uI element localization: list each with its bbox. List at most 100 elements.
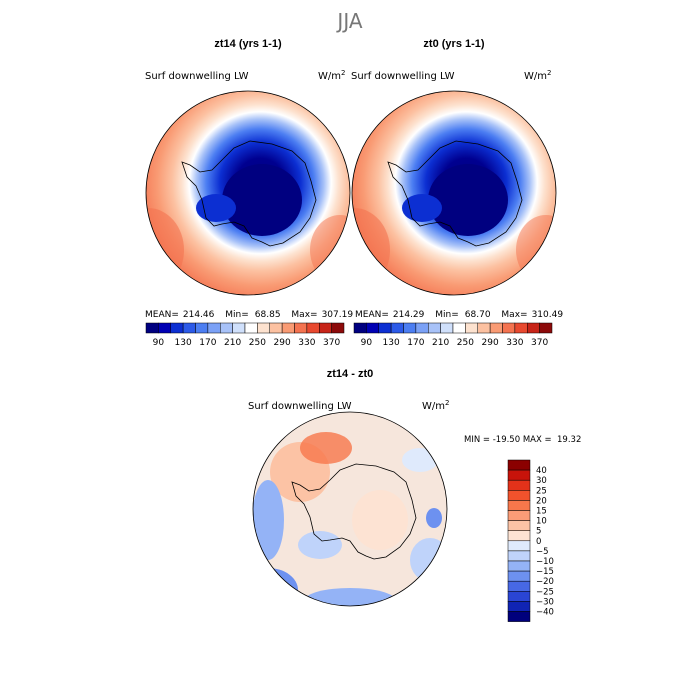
- panel-right-colorbar-swatch: [465, 322, 478, 334]
- panel-right-colorbar-swatch: [477, 322, 491, 334]
- diff-stats: MIN = -19.50 MAX = 19.32: [464, 435, 581, 445]
- diff-colorbar-tick: −30: [536, 597, 554, 607]
- panel-left-colorbar-swatch: [319, 322, 332, 334]
- diff-colorbar-tick: 20: [536, 496, 547, 506]
- panel-left-colorbar-swatch: [195, 322, 209, 334]
- panel-left-coastline: [181, 140, 317, 247]
- panel-right-colorbar-tick: 290: [482, 338, 499, 348]
- panel-right-colorbar-swatch: [378, 322, 392, 334]
- panel-left-colorbar-swatch: [269, 322, 283, 334]
- panel-right-colorbar-tick: 170: [407, 338, 424, 348]
- panel-left-map: [146, 91, 350, 295]
- diff-colorbar-swatch: [507, 500, 531, 511]
- diff-colorbar-tick: −10: [536, 557, 554, 567]
- diff-colorbar-tick: 5: [536, 527, 541, 537]
- panel-left-colorbar-tick: 170: [199, 338, 216, 348]
- diff-colorbar-tick: 0: [536, 537, 541, 547]
- panel-right-colorbar-swatch: [514, 322, 528, 334]
- panel-left-colorbar: 90 130 170 210 250 290 330 370: [145, 322, 345, 348]
- panel-left-colorbar-swatch: [257, 322, 270, 334]
- diff-title: zt14 - zt0: [327, 368, 373, 380]
- diff-colorbar-tick: 15: [536, 507, 547, 517]
- panel-right-variable: Surf downwelling LW: [351, 71, 455, 82]
- panel-right: zt0 (yrs 1-1) Surf downwelling LW W/m2 M…: [351, 38, 563, 348]
- panel-left-colorbar-swatch: [331, 322, 345, 334]
- diff-colorbar-tick: 25: [536, 486, 547, 496]
- panel-left-colorbar-swatch: [281, 322, 295, 334]
- diff-colorbar-swatch: [507, 459, 531, 471]
- diff-colorbar-swatch: [507, 601, 531, 612]
- panel-left-globe-outline: [145, 90, 351, 296]
- diff-map: [253, 412, 447, 606]
- diff-units: W/m2: [422, 399, 449, 412]
- panel-right-colorbar-tick: 370: [531, 338, 548, 348]
- panel-right-globe-outline: [351, 90, 557, 296]
- panel-left-colorbar-swatch: [220, 322, 233, 334]
- panel-right-stats: MEAN= 214.29 Min= 68.70 Max= 310.49: [355, 310, 563, 320]
- panel-left-colorbar-swatch: [244, 322, 258, 334]
- panel-left-colorbar-tick: 130: [175, 338, 192, 348]
- diff-colorbar-swatch: [507, 530, 531, 542]
- panel-right-colorbar-swatch: [353, 322, 367, 334]
- diff-colorbar-swatch: [507, 580, 531, 592]
- panel-right-colorbar-tick: 250: [457, 338, 474, 348]
- panel-right-colorbar-swatch: [415, 322, 429, 334]
- panel-left-colorbar-tick: 90: [153, 338, 165, 348]
- diff-colorbar-swatch: [507, 469, 531, 481]
- panel-right-colorbar-swatch: [440, 322, 454, 334]
- panel-right-colorbar-swatch: [527, 322, 540, 334]
- panel-right-colorbar-swatch: [539, 322, 553, 334]
- panel-left-colorbar-tick: 210: [224, 338, 241, 348]
- panel-right-colorbar-tick: 130: [383, 338, 400, 348]
- panel-left-colorbar-swatch: [306, 322, 320, 334]
- diff-colorbar-swatch: [507, 540, 531, 552]
- diff-colorbar-swatch: [507, 560, 531, 572]
- panel-left-colorbar-swatch: [145, 322, 159, 334]
- panel-left-colorbar-swatch: [232, 322, 246, 334]
- diff-colorbar-tick: 10: [536, 517, 547, 527]
- panel-left-colorbar-tick: 250: [249, 338, 266, 348]
- season-title: JJA: [335, 9, 362, 33]
- panel-left-colorbar-swatch: [294, 322, 308, 334]
- diff-colorbar-tick: −5: [536, 547, 549, 557]
- panel-left-title: zt14 (yrs 1-1): [214, 38, 282, 50]
- panel-right-colorbar-swatch: [502, 322, 516, 334]
- diff-colorbar-tick: 40: [536, 466, 547, 476]
- diff-colorbar-tick: −25: [536, 587, 554, 597]
- diff-globe-outline: [252, 411, 448, 607]
- panel-right-title: zt0 (yrs 1-1): [423, 38, 484, 50]
- diff-colorbar-swatch: [507, 510, 531, 521]
- panel-left: zt14 (yrs 1-1) Surf downwelling LW W/m2 …: [145, 38, 353, 348]
- panel-left-colorbar-tick: 330: [298, 338, 315, 348]
- diff-colorbar-swatch: [507, 479, 531, 491]
- panel-right-colorbar-tick: 210: [432, 338, 449, 348]
- diff-colorbar-tick: −15: [536, 567, 554, 577]
- panel-right-colorbar-tick: 90: [361, 338, 373, 348]
- panel-left-colorbar-tick: 370: [323, 338, 340, 348]
- diff-colorbar-tick: −20: [536, 577, 554, 587]
- panel-left-colorbar-swatch: [170, 322, 184, 334]
- panel-right-coastline: [387, 140, 523, 247]
- panel-right-colorbar-swatch: [489, 322, 503, 334]
- panel-right-colorbar-swatch: [390, 322, 404, 334]
- diff-coastline: [291, 463, 417, 560]
- panel-left-units: W/m2: [318, 69, 345, 82]
- diff-colorbar-swatch: [507, 520, 531, 531]
- panel-right-map: [352, 91, 556, 295]
- diff-colorbar-tick: 30: [536, 476, 547, 486]
- panel-left-variable: Surf downwelling LW: [145, 71, 249, 82]
- panel-left-colorbar-swatch: [158, 322, 171, 334]
- diff-colorbar-swatch: [507, 550, 531, 562]
- diff-colorbar-swatch: [507, 591, 531, 602]
- panel-right-colorbar-swatch: [452, 322, 466, 334]
- panel-right-colorbar-swatch: [403, 322, 417, 334]
- diff-colorbar-tick: −40: [536, 608, 554, 618]
- panel-right-colorbar: 90 130 170 210 250 290 330 370: [353, 322, 553, 348]
- diff-colorbar-swatch: [507, 490, 531, 501]
- panel-right-colorbar-tick: 330: [506, 338, 523, 348]
- diff-variable: Surf downwelling LW: [248, 401, 352, 412]
- diff-colorbar-swatch: [507, 611, 531, 622]
- diff-colorbar-swatch: [507, 570, 531, 582]
